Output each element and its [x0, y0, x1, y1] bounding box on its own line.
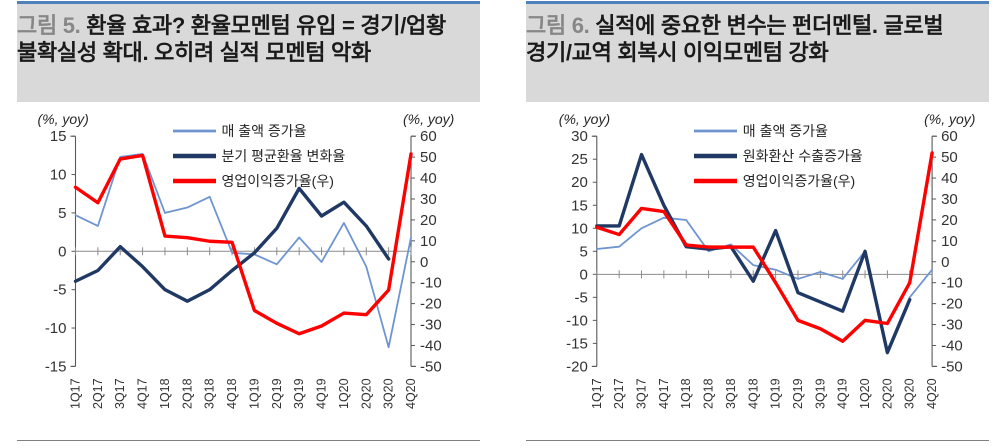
svg-text:2Q17: 2Q17 — [91, 378, 105, 409]
svg-text:30: 30 — [571, 128, 588, 145]
svg-text:-20: -20 — [566, 358, 588, 375]
svg-text:20: 20 — [420, 212, 437, 229]
svg-text:-5: -5 — [574, 289, 587, 306]
svg-text:15: 15 — [571, 197, 588, 214]
svg-text:2Q19: 2Q19 — [270, 378, 284, 409]
svg-text:1Q20: 1Q20 — [858, 378, 872, 409]
svg-text:1Q19: 1Q19 — [247, 378, 261, 409]
svg-text:3Q18: 3Q18 — [203, 378, 217, 409]
svg-text:-50: -50 — [420, 358, 442, 375]
svg-text:10: 10 — [571, 220, 588, 237]
svg-text:1Q17: 1Q17 — [69, 378, 83, 409]
svg-text:10: 10 — [50, 167, 67, 184]
svg-text:-20: -20 — [941, 296, 963, 313]
svg-text:-30: -30 — [420, 317, 442, 334]
svg-text:-15: -15 — [45, 358, 67, 375]
svg-text:30: 30 — [941, 191, 958, 208]
svg-text:-40: -40 — [420, 337, 442, 354]
svg-text:1Q18: 1Q18 — [158, 378, 172, 409]
svg-text:15: 15 — [50, 128, 67, 145]
svg-text:2Q19: 2Q19 — [791, 378, 805, 409]
svg-text:20: 20 — [571, 174, 588, 191]
svg-text:3Q20: 3Q20 — [903, 378, 917, 409]
svg-text:4Q17: 4Q17 — [657, 378, 671, 409]
svg-text:-40: -40 — [941, 337, 963, 354]
svg-text:3Q19: 3Q19 — [813, 378, 827, 409]
svg-text:-15: -15 — [566, 335, 588, 352]
svg-text:0: 0 — [941, 254, 949, 271]
svg-text:4Q20: 4Q20 — [404, 378, 418, 409]
svg-text:-20: -20 — [420, 296, 442, 313]
svg-text:4Q19: 4Q19 — [836, 378, 850, 409]
svg-text:40: 40 — [941, 170, 958, 187]
svg-text:4Q18: 4Q18 — [746, 378, 760, 409]
svg-text:4Q18: 4Q18 — [225, 378, 239, 409]
svg-text:-10: -10 — [420, 275, 442, 292]
svg-text:0: 0 — [579, 266, 587, 283]
svg-text:-30: -30 — [941, 317, 963, 334]
svg-text:2Q20: 2Q20 — [359, 378, 373, 409]
svg-text:3Q17: 3Q17 — [113, 378, 127, 409]
svg-text:2Q18: 2Q18 — [702, 378, 716, 409]
svg-text:1Q17: 1Q17 — [590, 378, 604, 409]
svg-text:4Q20: 4Q20 — [925, 378, 939, 409]
svg-text:1Q19: 1Q19 — [769, 378, 783, 409]
svg-text:50: 50 — [941, 149, 958, 166]
svg-text:60: 60 — [941, 128, 958, 145]
svg-text:0: 0 — [420, 254, 428, 271]
svg-text:-5: -5 — [53, 282, 66, 299]
svg-text:-10: -10 — [566, 312, 588, 329]
svg-text:2Q17: 2Q17 — [612, 378, 626, 409]
svg-text:10: 10 — [420, 233, 437, 250]
svg-text:30: 30 — [420, 191, 437, 208]
svg-text:40: 40 — [420, 170, 437, 187]
svg-text:3Q19: 3Q19 — [292, 378, 306, 409]
svg-text:60: 60 — [420, 128, 437, 145]
svg-text:-10: -10 — [941, 275, 963, 292]
svg-text:1Q20: 1Q20 — [337, 378, 351, 409]
svg-text:5: 5 — [58, 205, 66, 222]
svg-text:-50: -50 — [941, 358, 963, 375]
svg-text:50: 50 — [420, 149, 437, 166]
svg-text:2Q20: 2Q20 — [880, 378, 894, 409]
svg-text:1Q18: 1Q18 — [679, 378, 693, 409]
svg-text:0: 0 — [58, 243, 66, 260]
svg-text:4Q17: 4Q17 — [136, 378, 150, 409]
svg-text:3Q20: 3Q20 — [382, 378, 396, 409]
svg-text:3Q18: 3Q18 — [724, 378, 738, 409]
svg-text:3Q17: 3Q17 — [635, 378, 649, 409]
svg-text:20: 20 — [941, 212, 958, 229]
svg-text:-10: -10 — [45, 320, 67, 337]
svg-text:2Q18: 2Q18 — [180, 378, 194, 409]
svg-text:4Q19: 4Q19 — [315, 378, 329, 409]
svg-text:10: 10 — [941, 233, 958, 250]
svg-text:25: 25 — [571, 151, 588, 168]
svg-text:5: 5 — [579, 243, 587, 260]
